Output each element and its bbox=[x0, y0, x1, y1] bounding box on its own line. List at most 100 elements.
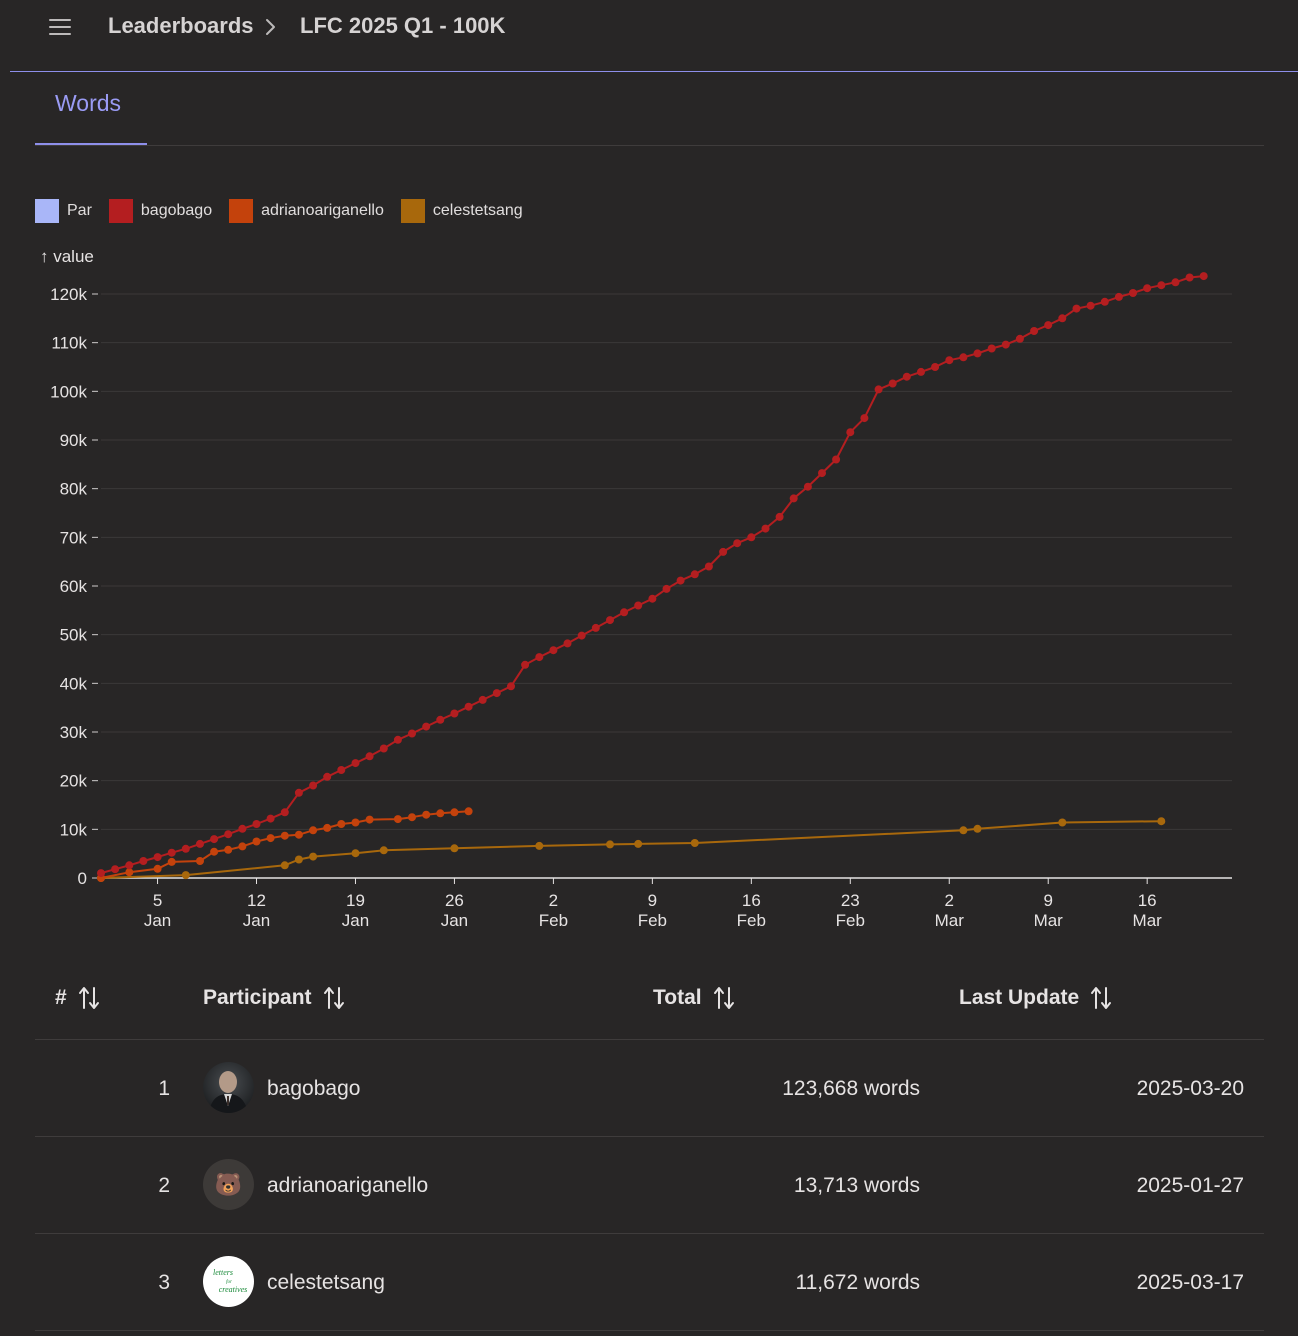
column-header-last-update[interactable]: Last Update bbox=[959, 985, 1113, 1011]
data-point-adrianoariganello[interactable] bbox=[422, 810, 431, 819]
data-point-bagobago[interactable] bbox=[1199, 272, 1208, 281]
data-point-bagobago[interactable] bbox=[351, 759, 360, 768]
data-point-bagobago[interactable] bbox=[280, 808, 289, 817]
data-point-celestetsang[interactable] bbox=[181, 871, 190, 880]
data-point-celestetsang[interactable] bbox=[379, 846, 388, 855]
data-point-bagobago[interactable] bbox=[97, 869, 105, 878]
data-point-celestetsang[interactable] bbox=[280, 861, 289, 870]
data-point-bagobago[interactable] bbox=[1129, 289, 1137, 297]
data-point-bagobago[interactable] bbox=[747, 533, 756, 542]
data-point-bagobago[interactable] bbox=[690, 570, 699, 579]
data-point-adrianoariganello[interactable] bbox=[323, 823, 332, 832]
participant-name[interactable]: adrianoariganello bbox=[267, 1174, 429, 1197]
data-point-bagobago[interactable] bbox=[181, 844, 190, 853]
data-point-bagobago[interactable] bbox=[860, 414, 869, 423]
data-point-bagobago[interactable] bbox=[789, 494, 798, 503]
data-point-bagobago[interactable] bbox=[620, 608, 629, 617]
data-point-bagobago[interactable] bbox=[1072, 304, 1081, 313]
data-point-bagobago[interactable] bbox=[1058, 314, 1067, 323]
data-point-bagobago[interactable] bbox=[1185, 273, 1194, 282]
data-point-bagobago[interactable] bbox=[1086, 301, 1095, 310]
data-point-bagobago[interactable] bbox=[973, 349, 982, 358]
data-point-bagobago[interactable] bbox=[379, 744, 388, 753]
data-point-bagobago[interactable] bbox=[1044, 321, 1053, 330]
data-point-bagobago[interactable] bbox=[535, 653, 544, 662]
data-point-bagobago[interactable] bbox=[393, 735, 402, 744]
data-point-bagobago[interactable] bbox=[294, 788, 303, 797]
data-point-bagobago[interactable] bbox=[803, 482, 812, 491]
data-point-bagobago[interactable] bbox=[917, 367, 925, 376]
data-point-celestetsang[interactable] bbox=[535, 841, 544, 850]
data-point-bagobago[interactable] bbox=[945, 356, 954, 365]
data-point-bagobago[interactable] bbox=[902, 372, 911, 381]
data-point-bagobago[interactable] bbox=[931, 363, 940, 371]
data-point-bagobago[interactable] bbox=[577, 631, 586, 640]
data-point-bagobago[interactable] bbox=[662, 584, 671, 593]
data-point-celestetsang[interactable] bbox=[690, 839, 699, 847]
data-point-adrianoariganello[interactable] bbox=[436, 809, 445, 818]
data-point-bagobago[interactable] bbox=[408, 729, 416, 738]
data-point-bagobago[interactable] bbox=[252, 820, 261, 828]
data-point-adrianoariganello[interactable] bbox=[337, 820, 346, 828]
data-point-bagobago[interactable] bbox=[761, 524, 770, 533]
data-point-bagobago[interactable] bbox=[1157, 281, 1166, 290]
data-point-bagobago[interactable] bbox=[521, 660, 530, 669]
data-point-bagobago[interactable] bbox=[591, 623, 600, 632]
data-point-bagobago[interactable] bbox=[648, 594, 657, 603]
data-point-adrianoariganello[interactable] bbox=[238, 842, 247, 851]
data-point-adrianoariganello[interactable] bbox=[167, 857, 176, 866]
data-point-adrianoariganello[interactable] bbox=[266, 834, 275, 843]
column-header-participant[interactable]: Participant bbox=[203, 985, 346, 1011]
data-point-celestetsang[interactable] bbox=[1157, 817, 1166, 826]
data-point-bagobago[interactable] bbox=[266, 814, 275, 823]
data-point-bagobago[interactable] bbox=[733, 539, 742, 548]
data-point-bagobago[interactable] bbox=[464, 702, 473, 711]
data-point-bagobago[interactable] bbox=[507, 682, 515, 691]
data-point-bagobago[interactable] bbox=[1143, 284, 1152, 293]
data-point-bagobago[interactable] bbox=[450, 709, 459, 718]
participant-name[interactable]: celestetsang bbox=[267, 1271, 385, 1294]
data-point-bagobago[interactable] bbox=[337, 766, 346, 774]
data-point-bagobago[interactable] bbox=[634, 601, 643, 610]
legend-item-par[interactable]: Par bbox=[35, 199, 92, 223]
table-row[interactable]: 1 bagobago 123,668 words 2025-03-20 bbox=[35, 1039, 1264, 1136]
data-point-bagobago[interactable] bbox=[987, 344, 996, 353]
legend-item-adrianoariganello[interactable]: adrianoariganello bbox=[229, 199, 384, 223]
data-point-bagobago[interactable] bbox=[224, 830, 233, 839]
data-point-bagobago[interactable] bbox=[959, 353, 968, 362]
data-point-bagobago[interactable] bbox=[139, 857, 148, 865]
data-point-bagobago[interactable] bbox=[676, 576, 685, 585]
column-header-rank[interactable]: # bbox=[55, 985, 101, 1011]
data-point-celestetsang[interactable] bbox=[450, 844, 459, 853]
data-point-celestetsang[interactable] bbox=[973, 824, 982, 833]
data-point-bagobago[interactable] bbox=[422, 722, 431, 731]
table-row[interactable]: 3 letters for creatives celestetsang 11,… bbox=[35, 1233, 1264, 1331]
data-point-celestetsang[interactable] bbox=[294, 855, 303, 864]
legend-item-bagobago[interactable]: bagobago bbox=[108, 199, 212, 223]
menu-icon[interactable] bbox=[49, 17, 73, 37]
data-point-bagobago[interactable] bbox=[832, 455, 841, 464]
data-point-bagobago[interactable] bbox=[365, 752, 374, 761]
table-row[interactable]: 2 🐻 adrianoariganello 13,713 words 2025-… bbox=[35, 1136, 1264, 1233]
data-point-bagobago[interactable] bbox=[125, 861, 134, 870]
data-point-bagobago[interactable] bbox=[704, 562, 713, 571]
data-point-adrianoariganello[interactable] bbox=[393, 815, 402, 824]
data-point-bagobago[interactable] bbox=[1015, 334, 1024, 343]
data-point-adrianoariganello[interactable] bbox=[294, 830, 303, 839]
data-point-bagobago[interactable] bbox=[549, 646, 558, 655]
data-point-bagobago[interactable] bbox=[309, 781, 318, 790]
data-point-adrianoariganello[interactable] bbox=[464, 807, 473, 816]
data-point-bagobago[interactable] bbox=[719, 547, 728, 556]
data-point-bagobago[interactable] bbox=[478, 695, 487, 704]
breadcrumb-leaderboards-link[interactable]: Leaderboards bbox=[108, 13, 254, 38]
data-point-bagobago[interactable] bbox=[1030, 327, 1039, 335]
data-point-celestetsang[interactable] bbox=[606, 840, 614, 849]
data-point-adrianoariganello[interactable] bbox=[309, 826, 318, 835]
data-point-adrianoariganello[interactable] bbox=[351, 818, 360, 827]
data-point-bagobago[interactable] bbox=[1001, 340, 1010, 349]
data-point-adrianoariganello[interactable] bbox=[125, 868, 134, 877]
data-point-adrianoariganello[interactable] bbox=[252, 837, 261, 846]
data-point-celestetsang[interactable] bbox=[309, 852, 318, 861]
data-point-adrianoariganello[interactable] bbox=[450, 808, 459, 817]
data-point-celestetsang[interactable] bbox=[351, 849, 360, 858]
